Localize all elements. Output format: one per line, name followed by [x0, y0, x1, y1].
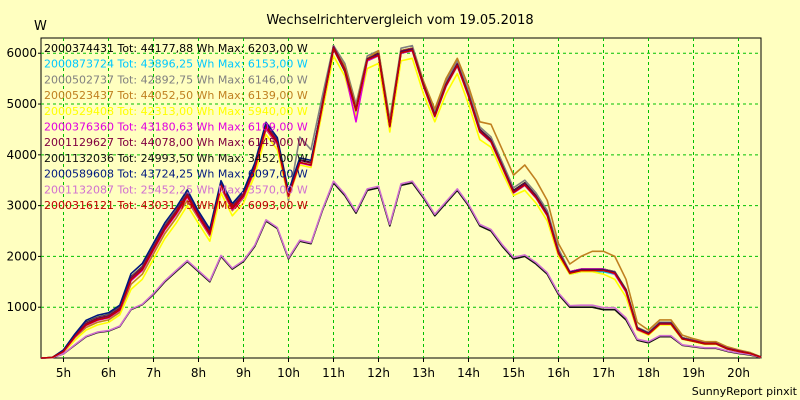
- legend-entry-5: 2000376360 Tot: 43180,63 Wh Max: 6109,00…: [44, 121, 308, 134]
- legend-entry-10: 2000316121 Tot: 43031,75 Wh Max: 6093,00…: [44, 199, 308, 212]
- x-tick-label: 15h: [502, 366, 525, 380]
- x-tick-label: 7h: [146, 366, 161, 380]
- y-tick-label: 4000: [6, 148, 37, 162]
- grid-lines: [41, 38, 761, 358]
- y-tick-label: 5000: [6, 97, 37, 111]
- x-tick-label: 6h: [101, 366, 116, 380]
- legend-entry-7: 2001132036 Tot: 24993,50 Wh Max: 3452,00…: [44, 152, 308, 165]
- plot-area-frame: [40, 37, 762, 359]
- y-tick-label: 2000: [6, 249, 37, 263]
- series-line-10: [40, 47, 762, 359]
- x-tick-label: 20h: [727, 366, 750, 380]
- legend-entry-9: 2001132087 Tot: 25452,25 Wh Max: 3570,00…: [44, 183, 308, 196]
- legend-entry-3: 2000523437 Tot: 44052,50 Wh Max: 6139,00…: [44, 89, 308, 102]
- footer-credit: SunnyReport pinxit: [692, 385, 798, 398]
- legend: 2000374431 Tot: 44177,88 Wh Max: 6203,00…: [44, 42, 308, 212]
- x-tick-label: 17h: [592, 366, 615, 380]
- y-tick-label: 1000: [6, 300, 37, 314]
- legend-entry-0: 2000374431 Tot: 44177,88 Wh Max: 6203,00…: [44, 42, 308, 55]
- x-tick-label: 10h: [277, 366, 300, 380]
- x-tick-label: 16h: [547, 366, 570, 380]
- series-line-9: [40, 180, 762, 359]
- x-tick-label: 14h: [457, 366, 480, 380]
- x-tick-label: 19h: [682, 366, 705, 380]
- y-tick-label: 6000: [6, 46, 37, 60]
- x-tick-label: 8h: [191, 366, 206, 380]
- x-tick-label: 5h: [56, 366, 71, 380]
- x-tick-label: 9h: [236, 366, 251, 380]
- chart-title: Wechselrichtervergleich vom 19.05.2018: [266, 13, 533, 28]
- y-axis-ticks: 1000 2000 3000 4000 5000 6000: [6, 46, 41, 314]
- x-tick-label: 12h: [367, 366, 390, 380]
- x-tick-label: 11h: [322, 366, 345, 380]
- x-tick-label: 13h: [412, 366, 435, 380]
- y-axis-unit-label: W: [34, 19, 47, 34]
- legend-entry-8: 2000589608 Tot: 43724,25 Wh Max: 6097,00…: [44, 168, 308, 181]
- legend-entry-6: 2001129627 Tot: 44078,00 Wh Max: 6145,00…: [44, 136, 308, 149]
- x-tick-label: 18h: [637, 366, 660, 380]
- legend-entry-2: 2000502737 Tot: 42892,75 Wh Max: 6146,00…: [44, 73, 308, 86]
- legend-entry-4: 2000529408 Tot: 42313,00 Wh Max: 5940,00…: [44, 105, 308, 118]
- y-tick-label: 3000: [6, 199, 37, 213]
- series-lines: [40, 44, 762, 359]
- x-axis-ticks: 5h 6h 7h 8h 9h 10h 11h 12h 13h 14h 15h 16h 17h 18h 19h…: [56, 358, 750, 380]
- legend-entry-1: 2000873724 Tot: 43896,25 Wh Max: 6153,00…: [44, 58, 308, 71]
